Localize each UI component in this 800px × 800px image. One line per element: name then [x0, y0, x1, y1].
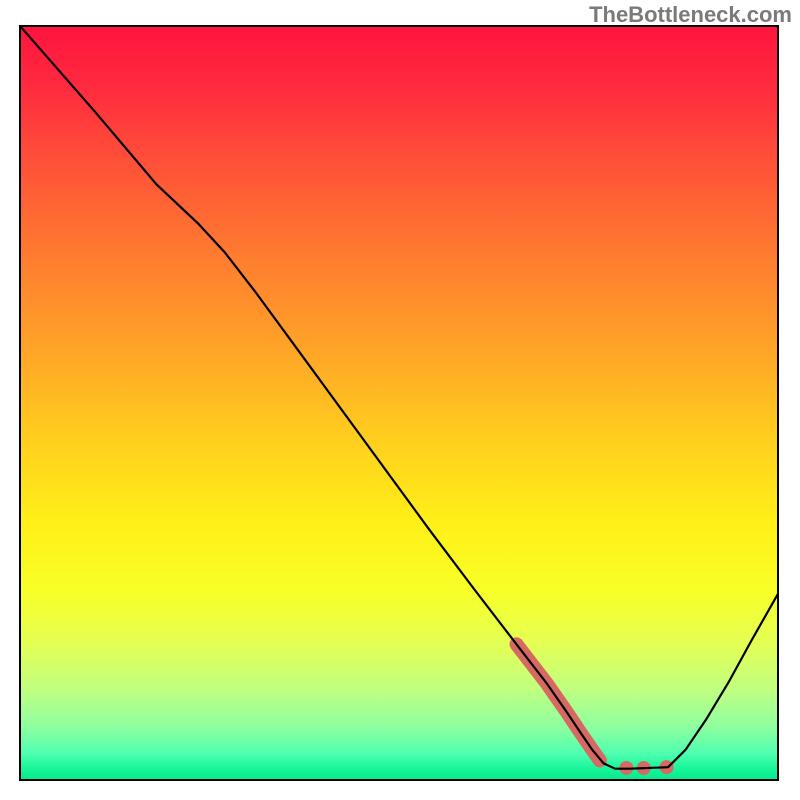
- bottleneck-chart: [0, 0, 800, 800]
- plot-area: [20, 26, 778, 780]
- gradient-background: [20, 26, 778, 780]
- watermark-label: TheBottleneck.com: [589, 2, 792, 28]
- chart-container: TheBottleneck.com: [0, 0, 800, 800]
